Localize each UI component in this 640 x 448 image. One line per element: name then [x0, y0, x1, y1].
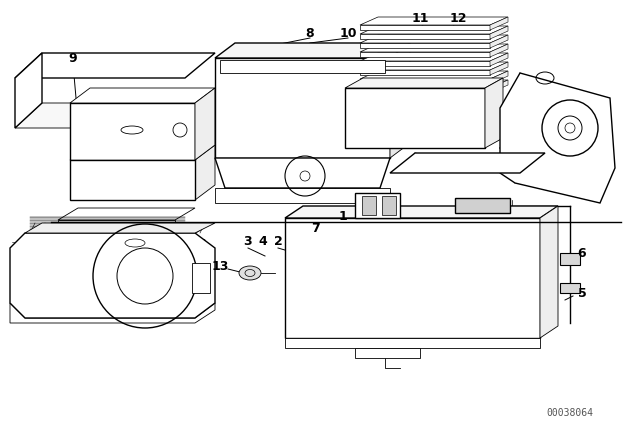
Polygon shape [360, 25, 490, 30]
Ellipse shape [239, 266, 261, 280]
Polygon shape [355, 348, 420, 358]
Polygon shape [58, 248, 195, 260]
Polygon shape [195, 145, 215, 200]
Polygon shape [58, 228, 195, 240]
Polygon shape [55, 240, 185, 253]
Polygon shape [70, 103, 195, 160]
Polygon shape [500, 73, 615, 203]
Polygon shape [70, 88, 215, 103]
Polygon shape [360, 43, 490, 48]
Polygon shape [360, 52, 490, 57]
Polygon shape [490, 35, 508, 48]
Polygon shape [490, 71, 508, 84]
Polygon shape [355, 193, 400, 218]
Text: 10: 10 [339, 26, 356, 39]
Polygon shape [55, 253, 185, 278]
Polygon shape [360, 88, 490, 93]
Text: 00038064: 00038064 [547, 408, 593, 418]
Text: 7: 7 [312, 221, 321, 234]
Polygon shape [285, 206, 558, 218]
Polygon shape [362, 196, 376, 215]
Polygon shape [360, 17, 508, 25]
Polygon shape [490, 53, 508, 66]
Polygon shape [345, 78, 503, 88]
Polygon shape [360, 71, 508, 79]
Polygon shape [215, 158, 390, 188]
Polygon shape [382, 196, 396, 215]
Polygon shape [360, 34, 490, 39]
Polygon shape [360, 35, 508, 43]
Text: 3: 3 [244, 234, 252, 247]
Polygon shape [490, 26, 508, 39]
Polygon shape [195, 88, 215, 160]
Polygon shape [490, 80, 508, 93]
Polygon shape [285, 338, 540, 348]
Polygon shape [345, 88, 485, 148]
Polygon shape [360, 70, 490, 75]
Polygon shape [215, 43, 410, 58]
Text: 2: 2 [274, 234, 282, 247]
Polygon shape [390, 43, 410, 158]
Polygon shape [15, 103, 215, 128]
Text: 13: 13 [211, 259, 228, 272]
Polygon shape [360, 44, 508, 52]
Polygon shape [560, 253, 580, 265]
Polygon shape [455, 198, 510, 213]
Polygon shape [285, 218, 540, 338]
Polygon shape [215, 58, 390, 158]
Polygon shape [70, 160, 195, 200]
Text: 4: 4 [259, 234, 268, 247]
Text: 6: 6 [578, 246, 586, 259]
Polygon shape [10, 233, 215, 318]
Polygon shape [360, 53, 508, 61]
Polygon shape [360, 61, 490, 66]
Polygon shape [485, 78, 503, 148]
Polygon shape [192, 263, 210, 293]
Polygon shape [70, 145, 215, 160]
Polygon shape [55, 227, 205, 240]
Polygon shape [490, 17, 508, 30]
Text: 8: 8 [306, 26, 314, 39]
Polygon shape [10, 303, 215, 323]
Polygon shape [15, 53, 42, 128]
Text: 1: 1 [339, 210, 348, 223]
Polygon shape [185, 240, 205, 278]
Text: 5: 5 [578, 287, 586, 300]
Polygon shape [540, 206, 558, 338]
Text: 11: 11 [412, 12, 429, 25]
Polygon shape [360, 80, 508, 88]
Polygon shape [55, 240, 205, 253]
Polygon shape [390, 153, 545, 173]
Polygon shape [58, 240, 175, 255]
Polygon shape [360, 26, 508, 34]
Polygon shape [490, 44, 508, 57]
Polygon shape [560, 283, 580, 293]
Polygon shape [15, 53, 215, 78]
Polygon shape [360, 79, 490, 84]
Polygon shape [360, 62, 508, 70]
Text: 12: 12 [449, 12, 467, 25]
Polygon shape [220, 60, 385, 73]
Polygon shape [58, 208, 195, 220]
Polygon shape [490, 62, 508, 75]
Polygon shape [58, 260, 175, 275]
Polygon shape [58, 220, 175, 235]
Polygon shape [25, 223, 215, 233]
Text: 9: 9 [68, 52, 77, 65]
Polygon shape [215, 188, 390, 203]
